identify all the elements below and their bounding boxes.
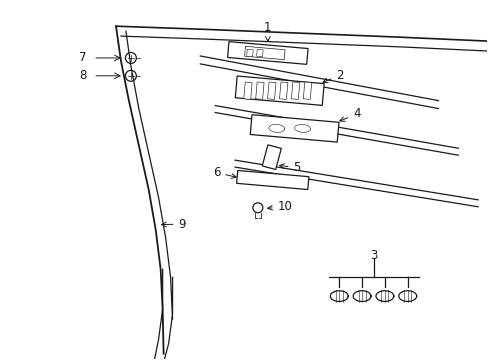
Polygon shape bbox=[255, 82, 264, 99]
Text: 10: 10 bbox=[267, 200, 292, 213]
Polygon shape bbox=[250, 115, 338, 142]
Text: 6: 6 bbox=[212, 166, 236, 179]
Polygon shape bbox=[236, 171, 308, 189]
Polygon shape bbox=[262, 145, 281, 170]
Text: 5: 5 bbox=[279, 161, 301, 174]
Polygon shape bbox=[303, 82, 311, 99]
Polygon shape bbox=[246, 49, 253, 57]
Text: 3: 3 bbox=[369, 249, 377, 262]
Polygon shape bbox=[244, 82, 252, 99]
Polygon shape bbox=[227, 42, 307, 64]
Text: 1: 1 bbox=[264, 21, 271, 41]
Polygon shape bbox=[235, 76, 324, 105]
Polygon shape bbox=[291, 82, 299, 99]
Text: 8: 8 bbox=[79, 69, 86, 82]
Polygon shape bbox=[244, 46, 285, 60]
Text: 2: 2 bbox=[323, 69, 343, 83]
Text: 4: 4 bbox=[339, 108, 360, 121]
Text: 7: 7 bbox=[79, 51, 86, 64]
Polygon shape bbox=[279, 82, 287, 99]
Polygon shape bbox=[267, 82, 275, 99]
Polygon shape bbox=[256, 49, 263, 57]
Text: 9: 9 bbox=[161, 218, 185, 231]
